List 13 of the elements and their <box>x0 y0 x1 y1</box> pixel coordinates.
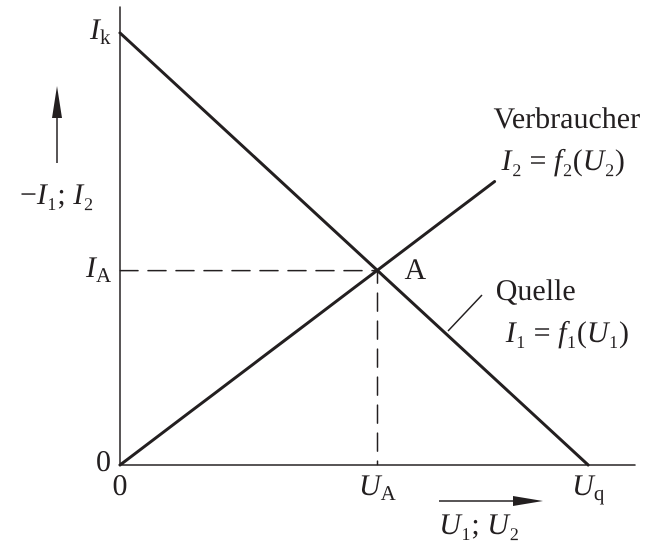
x-tick-label: U$_{q}$ <box>572 469 604 506</box>
annotation: I₁ = f₁(U₁) <box>506 316 630 350</box>
annotation: I₂ = f₂(U₂) <box>502 144 625 177</box>
annotation: 0 <box>96 445 111 478</box>
annotation: I$_{A}$ <box>86 250 112 287</box>
series-label: Quelle <box>496 274 576 308</box>
x-axis-title: U₁; U₂ <box>439 508 520 541</box>
x-tick-label: U$_{A}$ <box>359 469 396 506</box>
annotation: A <box>404 252 426 286</box>
annotation: I$_{k}$ <box>90 12 110 50</box>
series-label: Verbraucher <box>494 102 640 135</box>
y-axis-title: −I₁; I₂ <box>20 178 94 211</box>
x-tick-label: 0 <box>112 469 128 502</box>
